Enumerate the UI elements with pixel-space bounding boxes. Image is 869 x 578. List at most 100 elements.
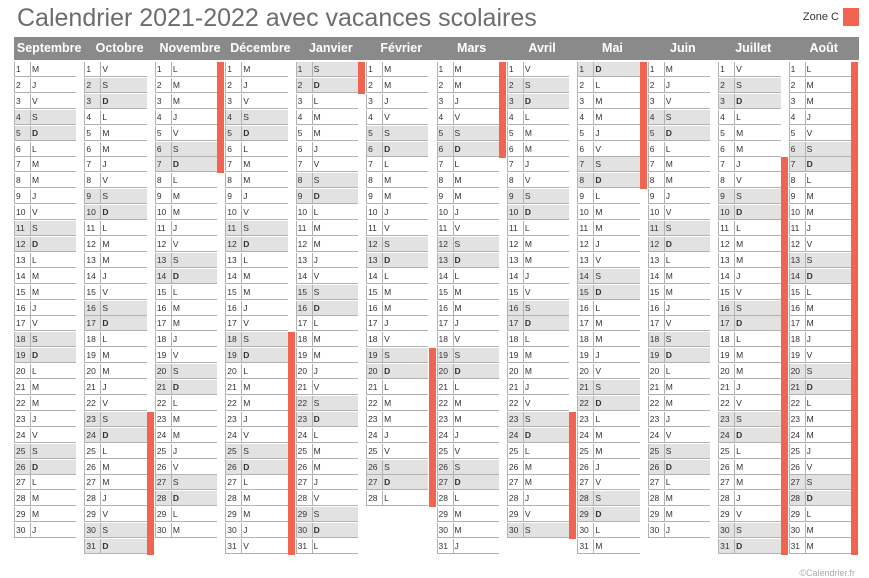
- weekday-letter: M: [384, 397, 392, 408]
- day-number: 25: [368, 445, 378, 456]
- weekday-letter: M: [524, 238, 532, 249]
- weekday-letter: V: [102, 397, 109, 408]
- day-cell: 20 D: [366, 364, 429, 380]
- month-header: Octobre: [95, 41, 144, 55]
- day-number: 10: [720, 207, 730, 218]
- day-number: 18: [790, 334, 801, 345]
- weekday-letter: M: [102, 477, 110, 488]
- day-cell: 11 J: [154, 221, 218, 236]
- day-cell: 10 M: [577, 205, 640, 221]
- day-number: 28: [438, 493, 448, 504]
- weekday-letter: M: [454, 79, 462, 90]
- weekday-letter: D: [736, 207, 743, 218]
- day-cell: 30 S: [84, 523, 147, 539]
- day-cell: 29 L: [154, 507, 218, 523]
- weekday-letter: L: [313, 95, 319, 106]
- day-number: 17: [649, 318, 660, 329]
- weekday-letter: S: [313, 175, 320, 186]
- vacation-marker: [851, 252, 858, 269]
- vacation-marker: [780, 523, 788, 540]
- day-number: 27: [227, 477, 237, 488]
- day-number: 10: [86, 207, 96, 218]
- weekday-letter: S: [384, 127, 390, 138]
- day-number: 13: [720, 254, 730, 265]
- weekday-letter: V: [736, 397, 742, 408]
- vacation-marker: [780, 173, 788, 190]
- weekday-letter: M: [595, 95, 603, 106]
- day-number: 29: [438, 509, 448, 520]
- day-number: 7: [86, 159, 92, 170]
- month-header: Août: [809, 41, 838, 55]
- day-cell: 21 M: [647, 380, 711, 395]
- weekday-letter: D: [102, 207, 109, 218]
- day-cell: 20 L: [14, 364, 77, 380]
- day-cell: 13 L: [647, 252, 711, 268]
- day-cell: 18 J: [154, 332, 218, 348]
- day-number: 20: [156, 366, 167, 377]
- weekday-letter: L: [665, 477, 671, 488]
- weekday-letter: D: [524, 95, 532, 106]
- month-header-row: Septembre Octobre Novembre Décembre Janvier F…: [14, 37, 859, 60]
- day-number: 4: [790, 111, 796, 122]
- day-cell: 17 M: [577, 316, 640, 332]
- day-number: 10: [156, 207, 167, 218]
- day-number: 14: [86, 270, 96, 281]
- weekday-letter: L: [384, 270, 389, 281]
- weekday-letter: M: [454, 64, 462, 74]
- day-number: 17: [720, 318, 730, 329]
- day-number: 5: [16, 127, 21, 138]
- vacation-marker: [428, 411, 436, 428]
- day-cell: 16 M: [436, 300, 499, 316]
- day-number: 29: [297, 509, 308, 520]
- day-number: 29: [227, 509, 237, 520]
- weekday-letter: L: [736, 111, 741, 122]
- vacation-marker: [639, 62, 647, 79]
- day-cell: 20 S: [154, 364, 218, 380]
- day-number: 18: [86, 334, 96, 345]
- weekday-letter: V: [313, 493, 320, 504]
- day-number: 14: [227, 270, 237, 281]
- day-cell: 22 M: [225, 395, 288, 411]
- day-number: 7: [508, 159, 514, 170]
- day-number: 26: [227, 461, 237, 472]
- weekday-letter: S: [313, 509, 320, 520]
- month-header: Mars: [457, 41, 487, 55]
- weekday-letter: M: [524, 350, 532, 361]
- weekday-letter: V: [102, 175, 109, 186]
- weekday-letter: L: [172, 175, 178, 186]
- day-cell: 14 L: [436, 268, 499, 284]
- day-number: 29: [649, 509, 660, 520]
- day-cell: 22 V: [718, 395, 781, 411]
- weekday-letter: S: [243, 223, 249, 233]
- weekday-letter: V: [243, 541, 249, 551]
- day-number: 17: [508, 318, 519, 329]
- weekday-letter: D: [595, 509, 602, 520]
- day-cell: 20 D: [436, 364, 499, 380]
- weekday-letter: M: [172, 302, 180, 313]
- day-number: 20: [579, 366, 589, 377]
- day-number: 6: [508, 143, 514, 154]
- day-number: 18: [297, 334, 308, 345]
- day-number: 24: [438, 429, 448, 440]
- weekday-letter: D: [313, 413, 320, 424]
- weekday-letter: J: [595, 461, 600, 472]
- day-cell: 21 D: [788, 380, 851, 395]
- day-number: 3: [579, 95, 585, 106]
- day-cell: 27 V: [577, 475, 640, 491]
- day-cell: 11 L: [84, 221, 147, 236]
- vacation-marker: [146, 475, 154, 492]
- day-number: 11: [720, 223, 729, 233]
- day-number: 24: [649, 429, 660, 440]
- weekday-letter: D: [172, 493, 179, 504]
- day-cell: 16 M: [366, 300, 429, 316]
